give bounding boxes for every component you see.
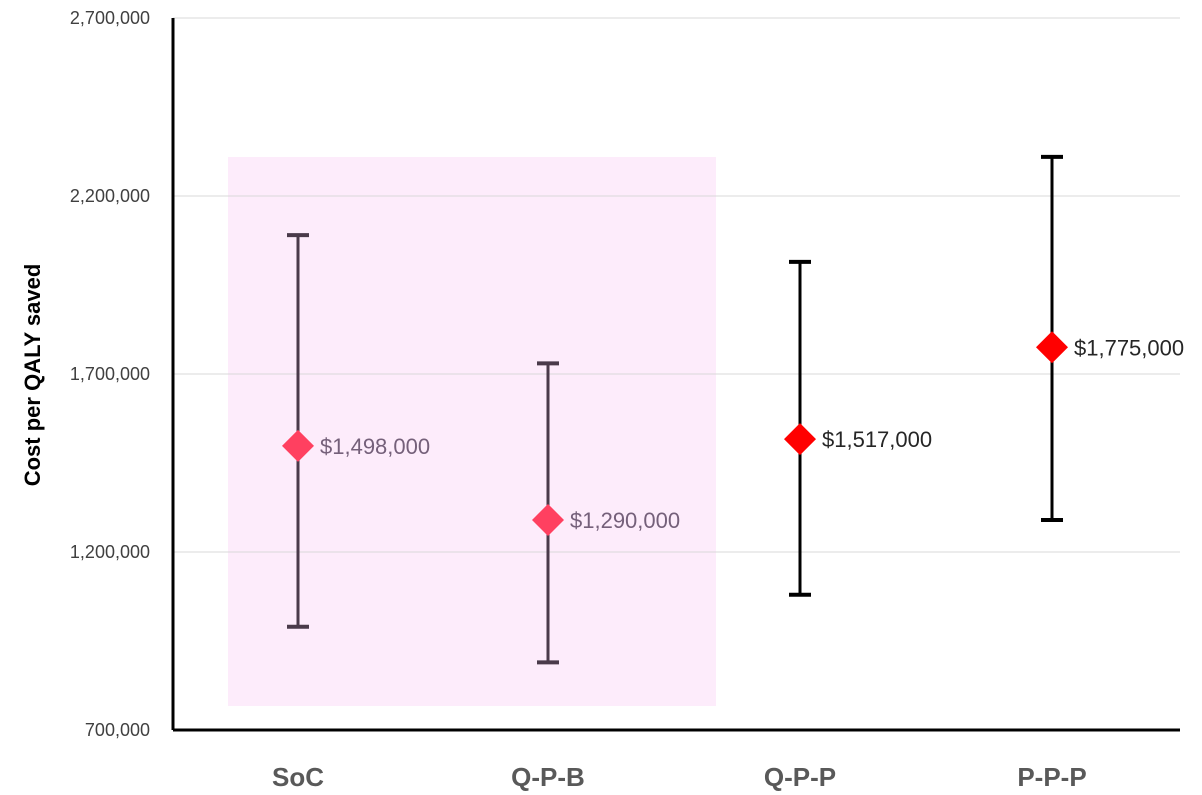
x-category-label: SoC: [272, 762, 324, 792]
y-tick-labels: 700,000 1,200,000 1,700,000 2,200,000 2,700,…: [70, 8, 150, 740]
data-label: $1,290,000: [570, 508, 680, 533]
y-tick-label: 2,200,000: [70, 186, 150, 206]
markers: [282, 331, 1068, 536]
x-category-labels: SoC Q-P-B Q-P-P P-P-P: [272, 762, 1087, 792]
data-point-marker: [784, 423, 816, 456]
data-label: $1,517,000: [822, 427, 932, 452]
highlight-band: [228, 157, 716, 706]
data-point-marker: [282, 429, 314, 462]
x-category-label: P-P-P: [1017, 762, 1086, 792]
gridlines: [173, 17, 1180, 553]
data-labels: $1,498,000 $1,290,000 $1,517,000 $1,775,000: [320, 335, 1184, 533]
data-point-marker: [1036, 331, 1068, 364]
y-tick-label: 1,700,000: [70, 364, 150, 384]
axes: [171, 18, 1180, 732]
y-tick-label: 2,700,000: [70, 8, 150, 28]
x-category-label: Q-P-B: [511, 762, 585, 792]
y-tick-label: 700,000: [85, 720, 150, 740]
data-point-marker: [532, 503, 564, 536]
data-label: $1,498,000: [320, 434, 430, 459]
y-axis-label: Cost per QALY saved: [20, 264, 45, 487]
y-tick-label: 1,200,000: [70, 542, 150, 562]
x-category-label: Q-P-P: [764, 762, 836, 792]
data-label: $1,775,000: [1074, 335, 1184, 360]
